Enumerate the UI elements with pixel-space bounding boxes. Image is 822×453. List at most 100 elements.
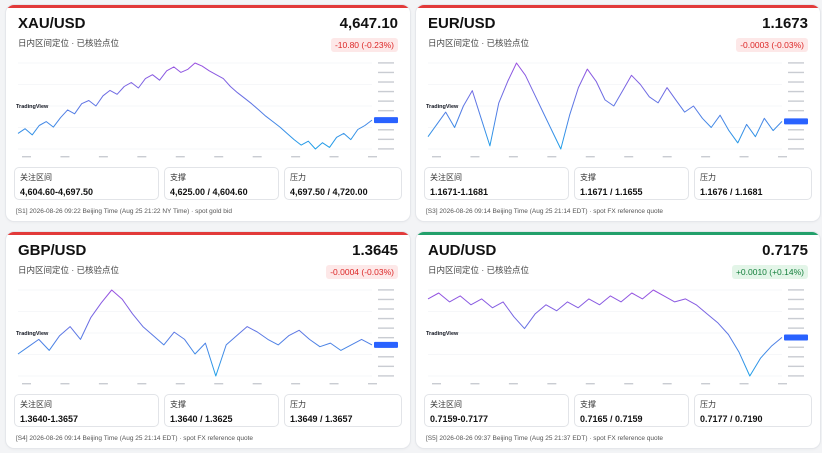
time-tick-mark [470, 156, 480, 158]
time-tick-mark [470, 383, 480, 385]
subtitle: 日内区间定位 · 已核验点位 [18, 265, 120, 275]
change-badge: -10.80 (-0.23%) [330, 38, 398, 52]
pair-name: AUD/USD [428, 242, 497, 259]
direction-bar [416, 5, 820, 8]
focus-range-box: 关注区间 1.1671-1.1681 [424, 167, 569, 200]
axis-tick-mark [378, 81, 394, 83]
axis-tick-mark [788, 90, 804, 93]
resistance-value: 0.7177 / 0.7190 [700, 414, 763, 424]
axis-tick-mark [788, 289, 804, 291]
time-tick-mark [432, 156, 441, 158]
time-tick-mark [22, 156, 31, 158]
time-tick-mark [137, 383, 147, 385]
support-box: 支撑 1.3640 / 1.3625 [164, 394, 279, 427]
time-tick-mark [368, 383, 377, 385]
focus-label: 关注区间 [430, 400, 462, 409]
time-tick-mark [329, 383, 339, 385]
resistance-value: 4,697.50 / 4,720.00 [290, 187, 368, 197]
focus-label: 关注区间 [430, 173, 462, 182]
tradingview-logo: TradingView [16, 331, 49, 337]
subtitle: 日内区间定位 · 已核验点位 [428, 265, 530, 275]
stats-row: 关注区间 1.3640-1.3657 支撑 1.3640 / 1.3625 压力 1.… [14, 394, 402, 427]
axis-tick-mark [378, 356, 394, 358]
chart-svg [427, 289, 808, 385]
source-footer: [S5] 2026-08-26 09:37 Beijing Time (Aug … [426, 435, 664, 442]
time-tick-mark [175, 156, 185, 158]
axis-tick-mark [378, 109, 394, 112]
resistance-value: 1.1676 / 1.1681 [700, 187, 763, 197]
price-chart[interactable] [424, 282, 812, 390]
axis-tick-mark [378, 327, 394, 329]
support-label: 支撑 [170, 400, 186, 409]
time-tick-mark [214, 383, 224, 385]
price: 0.7175 [762, 242, 808, 259]
price-chart[interactable] [14, 55, 402, 163]
axis-tick-mark [788, 109, 804, 112]
quote-card-eurusd[interactable]: EUR/USD 1.1673 日内区间定位 · 已核验点位 -0.0003 (-… [416, 5, 820, 221]
time-tick-mark [291, 156, 301, 158]
axis-tick-mark [378, 100, 394, 102]
resistance-label: 压力 [290, 400, 306, 409]
time-tick-mark [252, 156, 262, 158]
support-value: 1.3640 / 1.3625 [170, 414, 233, 424]
axis-tick-mark [378, 298, 394, 301]
focus-value: 1.1671-1.1681 [430, 187, 489, 197]
time-tick-mark [137, 156, 147, 158]
resistance-label: 压力 [290, 173, 306, 182]
axis-tick-mark [788, 62, 804, 64]
axis-tick-mark [378, 90, 394, 93]
focus-range-box: 关注区间 0.7159-0.7177 [424, 394, 569, 427]
axis-tick-mark [378, 71, 394, 74]
focus-value: 4,604.60-4,697.50 [20, 187, 94, 197]
price: 1.3645 [352, 242, 398, 259]
focus-range-box: 关注区间 1.3640-1.3657 [14, 394, 159, 427]
axis-tick-mark [788, 71, 804, 74]
time-tick-mark [585, 383, 595, 385]
axis-tick-mark [788, 317, 804, 320]
quote-card-gbpusd[interactable]: GBP/USD 1.3645 日内区间定位 · 已核验点位 -0.0004 (-… [6, 232, 410, 448]
time-tick-mark [701, 156, 711, 158]
time-tick-mark [547, 383, 557, 385]
time-tick-mark [624, 383, 634, 385]
stats-row: 关注区间 4,604.60-4,697.50 支撑 4,625.00 / 4,604… [14, 167, 402, 200]
pair-name: GBP/USD [18, 242, 87, 259]
stats-row: 关注区间 0.7159-0.7177 支撑 0.7165 / 0.7159 压力 0.… [424, 394, 812, 427]
focus-value: 1.3640-1.3657 [20, 414, 79, 424]
focus-label: 关注区间 [20, 173, 52, 182]
chart-svg [17, 62, 398, 158]
price-line [427, 289, 783, 377]
quote-grid: XAU/USD 4,647.10 日内区间定位 · 已核验点位 -10.80 (… [6, 5, 820, 449]
quote-card-xauusd[interactable]: XAU/USD 4,647.10 日内区间定位 · 已核验点位 -10.80 (… [6, 5, 410, 221]
resistance-box: 压力 4,697.50 / 4,720.00 [284, 167, 402, 200]
time-tick-mark [662, 156, 672, 158]
price: 1.1673 [762, 15, 808, 32]
resistance-label: 压力 [700, 400, 716, 409]
quote-card-audusd[interactable]: AUD/USD 0.7175 日内区间定位 · 已核验点位 +0.0010 (+… [416, 232, 820, 448]
support-value: 1.1671 / 1.1655 [580, 187, 643, 197]
time-tick-mark [432, 383, 441, 385]
axis-tick-mark [788, 356, 804, 358]
source-footer: [S1] 2026-08-26 09:22 Beijing Time (Aug … [16, 208, 232, 215]
time-tick-mark [739, 383, 749, 385]
change-badge: +0.0010 (+0.14%) [731, 265, 808, 279]
change-badge: -0.0004 (-0.03%) [326, 265, 398, 279]
price-chart[interactable] [14, 282, 402, 390]
last-price-tag [374, 117, 398, 124]
time-tick-mark [778, 156, 787, 158]
pair-name: XAU/USD [18, 15, 86, 32]
axis-tick-mark [788, 308, 804, 310]
axis-tick-mark [788, 148, 804, 150]
axis-tick-mark [378, 289, 394, 291]
axis-tick-mark [788, 129, 804, 131]
price-chart[interactable] [424, 55, 812, 163]
time-tick-mark [547, 156, 557, 158]
axis-tick-mark [378, 375, 394, 377]
direction-bar [6, 5, 410, 8]
time-tick-mark [60, 156, 70, 158]
price: 4,647.10 [339, 15, 398, 32]
resistance-box: 压力 1.3649 / 1.3657 [284, 394, 402, 427]
resistance-label: 压力 [700, 173, 716, 182]
time-tick-mark [624, 156, 634, 158]
axis-tick-mark [788, 327, 804, 329]
support-value: 4,625.00 / 4,604.60 [170, 187, 248, 197]
